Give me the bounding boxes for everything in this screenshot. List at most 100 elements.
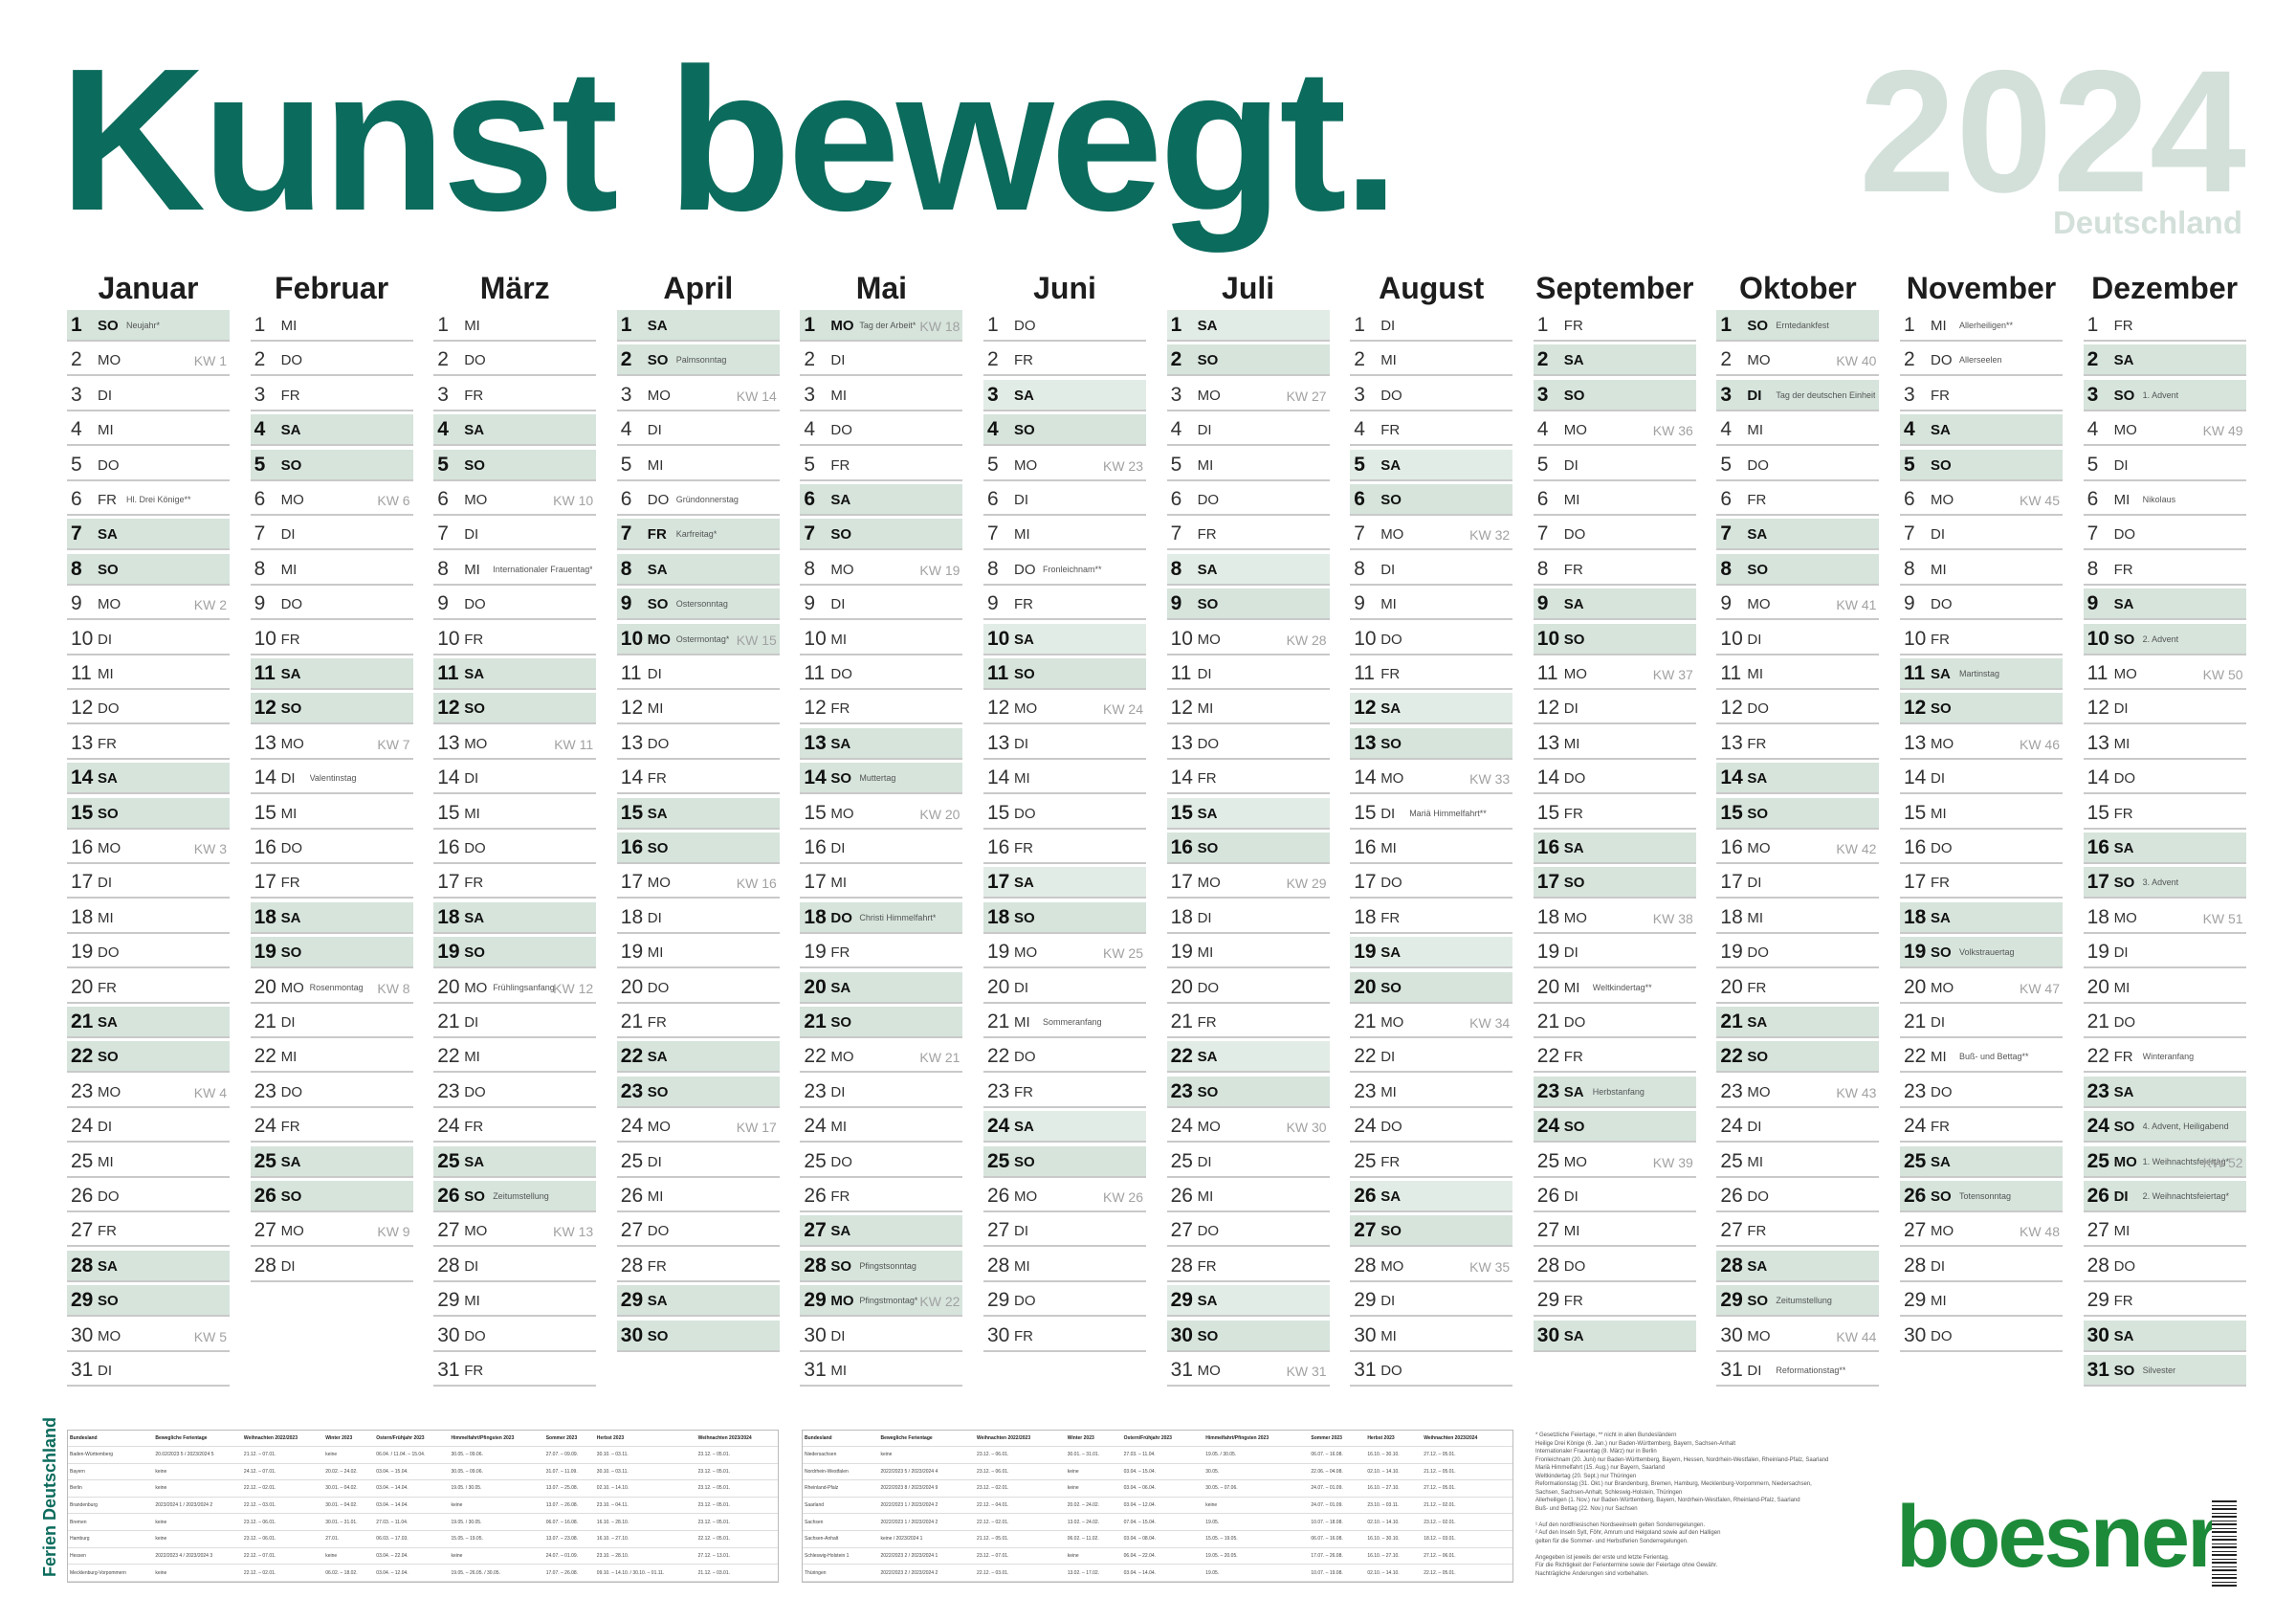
day-number: 5	[620, 453, 632, 476]
day-row: 5 SO	[250, 449, 413, 481]
day-number: 30	[1904, 1323, 1927, 1346]
weekday-label: DI	[1380, 561, 1396, 578]
day-row: 24 DI	[1716, 1111, 1880, 1144]
day-number: 30	[804, 1323, 827, 1346]
weekday-label: DI	[280, 770, 296, 788]
week-number: KW 15	[736, 632, 777, 648]
week-number: KW 41	[1836, 597, 1877, 613]
table-row: Niedersachsen keine 23.12. – 06.01. 30.01. …	[803, 1446, 1512, 1464]
day-row: 14 SO Muttertag	[800, 763, 963, 795]
footnote-line: Buß- und Bettag (22. Nov.) nur Sachsen	[1535, 1505, 1638, 1512]
holiday-label: Winteranfang	[2142, 1052, 2195, 1062]
ferien-cell: 02.10. – 14.10.	[1365, 1513, 1423, 1531]
day-number: 16	[254, 836, 276, 858]
day-row: 29 DO	[983, 1285, 1146, 1318]
day-number: 9	[620, 592, 632, 615]
day-row: 3 FR	[433, 380, 597, 411]
day-row: 17 DI	[1716, 867, 1880, 899]
weekday-label: SA	[647, 1049, 668, 1066]
weekday-label: FR	[2113, 318, 2133, 334]
ferien-cell: 30.01. – 31.01.	[323, 1513, 375, 1531]
day-number: 28	[1170, 1254, 1193, 1277]
weekday-label: DI	[1380, 805, 1396, 822]
day-number: 26	[254, 1185, 276, 1207]
day-row: 10 MO Ostermontag* KW 15	[616, 623, 780, 655]
day-row: 7 DI	[1900, 519, 2063, 551]
weekday-label: DO	[1380, 631, 1402, 648]
ferien-header: Weihnachten 2022/2023	[241, 1431, 324, 1447]
day-row: 6 DI	[983, 484, 1146, 516]
weekday-label: DI	[647, 1153, 662, 1170]
footnote-line: Reformationstag (31. Okt.) nur Brandenbu…	[1535, 1481, 1812, 1487]
day-row: 1 SO Neujahr*	[67, 310, 230, 342]
day-row: 25 MO KW 39	[1533, 1146, 1696, 1178]
weekday-label: MI	[98, 422, 114, 439]
day-row: 15 SO	[1716, 797, 1880, 830]
day-number: 11	[987, 662, 1009, 684]
weekday-label: MO	[830, 805, 854, 822]
ferien-cell: 17.07. – 26.08.	[1309, 1547, 1366, 1565]
ferien-cell: Mecklenburg-Vorpommern	[68, 1564, 154, 1582]
weekday-label: MI	[464, 318, 480, 334]
ferien-cell: 15.05. – 19.05.	[1203, 1530, 1310, 1548]
ferien-cell: 03.04. – 14.04.	[374, 1497, 450, 1515]
day-number: 17	[1170, 871, 1193, 894]
weekday-label: MI	[1380, 352, 1397, 369]
day-number: 20	[620, 975, 644, 998]
weekday-label: SO	[98, 318, 119, 334]
table-row: Thüringen 2022/2023 2 / 2023/2024 2 22.12.…	[803, 1564, 1512, 1582]
day-row: 18 MO KW 38	[1533, 902, 1696, 934]
weekday-label: MI	[1563, 735, 1580, 752]
weekday-label: DI	[280, 1257, 296, 1275]
day-number: 28	[620, 1254, 644, 1277]
month-name: November	[1906, 271, 2057, 305]
day-row: 26 DI 2. Weihnachtsfeiertag*	[2083, 1181, 2246, 1212]
day-number: 25	[1720, 1149, 1743, 1172]
day-row: 14 DI	[1900, 763, 2063, 795]
ferien-cell: 06.07. – 16.08.	[1309, 1530, 1366, 1548]
brand-logo: boesner	[1896, 1488, 2221, 1586]
day-number: 20	[987, 975, 1010, 998]
weekday-label: MO	[98, 1327, 121, 1344]
day-row: 24 MI	[800, 1111, 963, 1144]
day-row: 31 DI	[67, 1355, 230, 1387]
day-number: 4	[620, 418, 632, 441]
day-row: 21 SA	[67, 1007, 230, 1038]
day-number: 1	[1720, 314, 1733, 336]
weekday-label: MO	[1931, 492, 1954, 508]
day-row: 5 DI	[2083, 450, 2246, 481]
day-row: 22 SO	[1716, 1041, 1880, 1074]
country-label: Deutschland	[2052, 205, 2242, 240]
holiday-label: Tag der deutschen Einheit	[1776, 389, 1876, 400]
day-row: 11 SA Martinstag	[1900, 658, 2063, 690]
ferien-cell: 30.10. – 03.11.	[594, 1463, 696, 1481]
day-number: 2	[71, 348, 82, 371]
weekday-label: MI	[464, 805, 480, 822]
day-row: 30 MO KW 44	[1716, 1321, 1880, 1352]
day-number: 12	[2086, 697, 2109, 720]
day-number: 30	[1536, 1323, 1560, 1346]
day-row: 2 DO	[433, 344, 597, 377]
weekday-label: DO	[830, 422, 852, 439]
weekday-label: MO	[1197, 631, 1221, 648]
day-row: 7 MI	[983, 519, 1146, 551]
weekday-label: SO	[1380, 1223, 1402, 1240]
day-row: 7 MO KW 32	[1350, 519, 1513, 551]
week-number: KW 6	[377, 493, 410, 508]
day-row: 26 DO	[1716, 1181, 1880, 1212]
day-number: 13	[1170, 731, 1193, 754]
ferien-cell: keine	[323, 1547, 375, 1565]
day-number: 23	[254, 1079, 276, 1102]
weekday-label: DI	[98, 631, 112, 648]
day-row: 2 SA	[1533, 344, 1696, 377]
ferien-cell: Thüringen	[803, 1564, 879, 1582]
day-row: 5 DI	[1533, 450, 1696, 481]
day-row: 30 MI	[1350, 1321, 1513, 1352]
day-row: 16 MO KW 42	[1716, 833, 1880, 864]
day-row: 4 SA	[250, 414, 413, 447]
day-row: 7 DI	[433, 519, 597, 551]
table-row: Mecklenburg-Vorpommern keine 22.12. – 02.0…	[68, 1564, 778, 1582]
day-row: 14 DI	[433, 763, 597, 795]
weekday-label: SA	[1747, 1014, 1768, 1031]
day-row: 29 SO	[67, 1285, 230, 1318]
